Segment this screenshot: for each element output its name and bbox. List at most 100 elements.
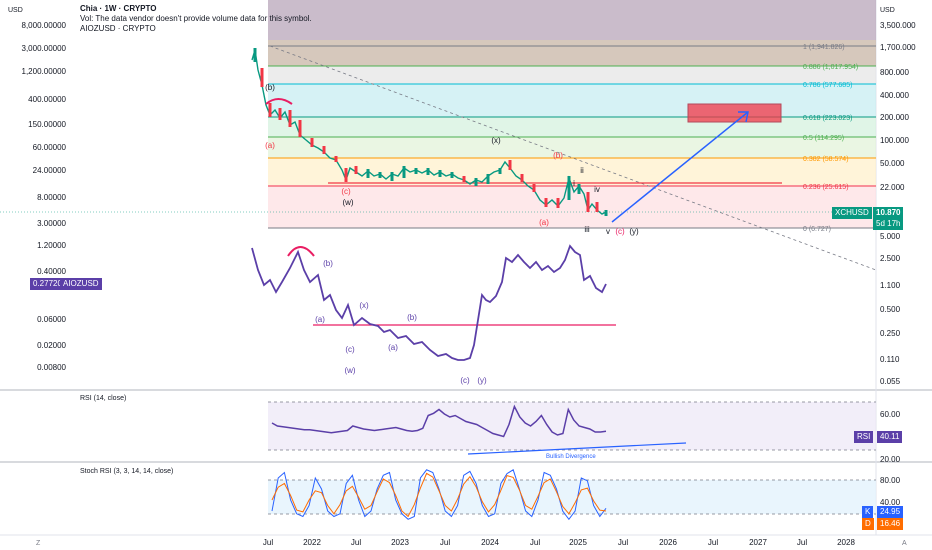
fib-band bbox=[268, 185, 876, 228]
xch-candle bbox=[355, 166, 358, 174]
fib-band bbox=[268, 40, 876, 66]
left-axis-tick: 0.02000 bbox=[37, 341, 66, 350]
fib-level-label: 0.618 (223.023) bbox=[803, 115, 852, 122]
time-axis-tick: Jul bbox=[618, 538, 628, 547]
fib-level-label: 1 (1,941.826) bbox=[803, 44, 845, 51]
fib-band bbox=[268, 84, 876, 117]
fib-band bbox=[268, 0, 876, 40]
xch-candle bbox=[487, 174, 490, 184]
left-axis-tick: 0.00800 bbox=[37, 363, 66, 372]
time-axis-tick: Jul bbox=[440, 538, 450, 547]
wave-label: (c) bbox=[460, 376, 470, 385]
left-axis-tick: 8.00000 bbox=[37, 193, 66, 202]
left-axis-tick: 3,000.00000 bbox=[22, 44, 67, 53]
wave-label: (c) bbox=[341, 187, 351, 196]
xch-candle bbox=[509, 160, 512, 170]
left-axis-tick: 0.06000 bbox=[37, 315, 66, 324]
left-axis-tick: 150.00000 bbox=[28, 120, 66, 129]
rsi-axis-tick: 20.00 bbox=[880, 455, 901, 464]
fib-level-label: 0.886 (1,017.954) bbox=[803, 64, 858, 71]
left-axis-tick: 1.20000 bbox=[37, 241, 66, 250]
rsi-title: RSI (14, close) bbox=[80, 395, 126, 402]
xch-candle bbox=[261, 68, 264, 87]
time-axis-tick: Jul bbox=[351, 538, 361, 547]
time-axis-tick: 2023 bbox=[391, 538, 409, 547]
xch-candle bbox=[254, 48, 257, 62]
time-axis-tick: 2025 bbox=[569, 538, 587, 547]
wave-label: (x) bbox=[359, 301, 369, 310]
stoch-title: Stoch RSI (3, 3, 14, 14, close) bbox=[80, 468, 173, 475]
xch-candle bbox=[311, 138, 314, 147]
fib-level-label: 0.5 (114.295) bbox=[803, 135, 844, 142]
left-axis-tick: 3.00000 bbox=[37, 219, 66, 228]
left-axis-tick: 400.00000 bbox=[28, 95, 66, 104]
wave-label: (a) bbox=[539, 218, 549, 227]
right-axis-tick: 3,500.000 bbox=[880, 21, 916, 30]
fib-band bbox=[268, 66, 876, 84]
xch-candle bbox=[568, 176, 571, 200]
wave-label: (w) bbox=[342, 198, 353, 207]
chart-title: Chia · 1W · CRYPTO bbox=[80, 4, 312, 14]
xch-candle bbox=[289, 110, 292, 127]
xch-candle bbox=[451, 172, 454, 178]
right-axis-tick: 2.500 bbox=[880, 254, 901, 263]
time-axis-tick: 2026 bbox=[659, 538, 677, 547]
right-axis-tick: 0.055 bbox=[880, 377, 901, 386]
left-axis-tick: 24.00000 bbox=[33, 166, 67, 175]
xch-candle bbox=[427, 168, 430, 175]
time-axis-tick: Jul bbox=[708, 538, 718, 547]
xch-candle bbox=[596, 202, 599, 212]
wave-label: (w) bbox=[344, 366, 355, 375]
wave-label: (c) bbox=[615, 227, 625, 236]
wave-label: (y) bbox=[477, 376, 487, 385]
fib-level-label: 0.786 (577.685) bbox=[803, 82, 852, 89]
xch-candle bbox=[367, 169, 370, 178]
rsi-axis-tick: 60.00 bbox=[880, 410, 901, 419]
aioz-price-series bbox=[252, 246, 606, 360]
time-axis-tick: Jul bbox=[530, 538, 540, 547]
xch-candle bbox=[499, 168, 502, 174]
time-axis-tick: 2024 bbox=[481, 538, 499, 547]
time-axis-tick: 2028 bbox=[837, 538, 855, 547]
time-axis-tick: 2022 bbox=[303, 538, 321, 547]
wave-label: (a) bbox=[388, 343, 398, 352]
wave-label: ii bbox=[580, 166, 584, 175]
xch-candle bbox=[391, 172, 394, 181]
xch-name-badge: XCHUSD bbox=[832, 207, 872, 219]
right-axis-tick: 100.000 bbox=[880, 136, 909, 145]
auto-scale-button: A bbox=[902, 540, 907, 547]
xch-candle bbox=[299, 120, 302, 137]
xch-candle bbox=[587, 192, 590, 212]
right-axis-tick: 400.000 bbox=[880, 91, 909, 100]
d-name-badge: D bbox=[862, 518, 874, 530]
timezone-button: Z bbox=[36, 540, 41, 547]
overlay-symbol: AIOZUSD · CRYPTO bbox=[80, 24, 312, 34]
right-axis-tick: 50.000 bbox=[880, 159, 905, 168]
fib-level-label: 0 (6.727) bbox=[803, 226, 831, 233]
wave-label: (x) bbox=[491, 136, 501, 145]
right-axis-tick: 0.110 bbox=[880, 355, 900, 364]
right-axis-tick: 1,700.000 bbox=[880, 43, 916, 52]
fib-band bbox=[268, 137, 876, 158]
k-value-badge: 24.95 bbox=[877, 506, 903, 518]
left-currency-label: USD bbox=[8, 7, 23, 14]
bullish-divergence-label: Bullish Divergence bbox=[546, 454, 596, 460]
left-axis-tick: 0.40000 bbox=[37, 267, 66, 276]
xch-candle bbox=[415, 168, 418, 174]
xch-candle bbox=[335, 156, 338, 162]
rsi-name-badge: RSI bbox=[854, 431, 873, 443]
wave-label: (b) bbox=[407, 313, 417, 322]
volume-note: Vol: The data vendor doesn't provide vol… bbox=[80, 14, 312, 24]
xch-candle bbox=[545, 198, 548, 207]
xch-candle bbox=[269, 103, 272, 117]
wave-label: iii bbox=[584, 225, 590, 234]
wave-label: v bbox=[606, 227, 610, 236]
k-name-badge: K bbox=[862, 506, 873, 518]
xch-candle bbox=[279, 108, 282, 120]
xch-countdown-badge: 5d 17h bbox=[873, 218, 903, 230]
xch-candle bbox=[439, 170, 442, 177]
fib-level-label: 0.382 (58.574) bbox=[803, 156, 849, 163]
xch-candle bbox=[345, 168, 348, 182]
right-axis-tick: 0.500 bbox=[880, 305, 901, 314]
